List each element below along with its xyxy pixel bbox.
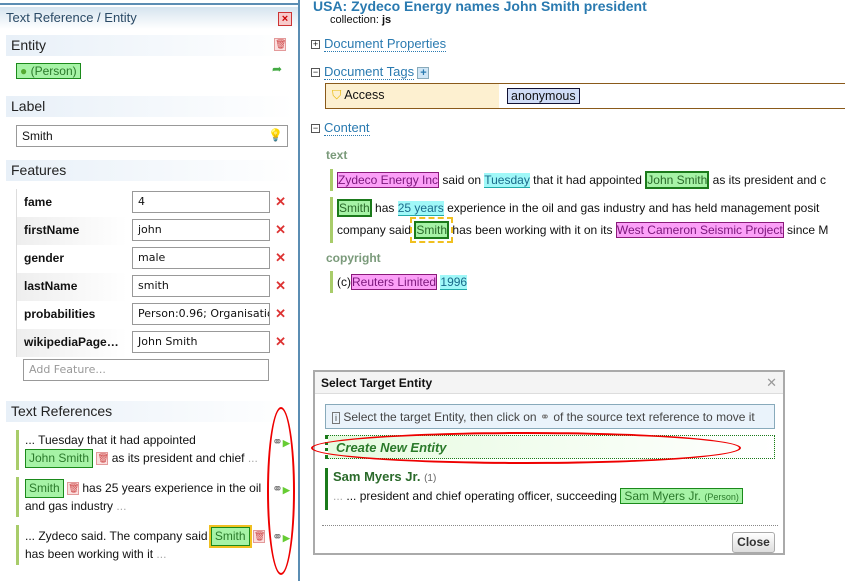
shield-icon: ⛉ bbox=[332, 88, 342, 102]
annotation-ellipse bbox=[267, 407, 295, 575]
paragraph-1: Zydeco Energy Inc said on Tuesday that i… bbox=[330, 169, 826, 191]
collapse-icon[interactable]: − bbox=[311, 67, 320, 78]
tag-row: ⛉ Access anonymous bbox=[325, 83, 845, 109]
text-reference-item[interactable]: ... Zydeco said. The company said Smith … bbox=[16, 525, 271, 565]
text-reference-item[interactable]: ... Tuesday that it had appointed John S… bbox=[16, 430, 271, 470]
text-reference-item[interactable]: Smith 🗑 has 25 years experience in the o… bbox=[16, 477, 271, 517]
content-section[interactable]: − Content bbox=[311, 120, 370, 136]
annotation-ellipse bbox=[311, 432, 741, 464]
change-entity-icon[interactable]: ➦ bbox=[272, 62, 283, 76]
feature-row: probabilities Person:0.96; Organisation: ✕ bbox=[16, 301, 292, 329]
document-title: USA: Zydeco Energy names John Smith pres… bbox=[313, 0, 647, 14]
move-reference-icon: ⚭ bbox=[539, 410, 550, 424]
delete-reference-icon[interactable]: 🗑 bbox=[67, 482, 80, 496]
delete-reference-icon[interactable]: 🗑 bbox=[252, 530, 266, 544]
feature-value-input[interactable]: John Smith bbox=[132, 331, 270, 353]
feature-row: firstName john ✕ bbox=[16, 217, 292, 245]
person-icon: ● bbox=[20, 64, 28, 78]
close-panel-button[interactable]: × bbox=[278, 12, 292, 26]
dialog-title: Select Target Entity ✕ bbox=[315, 372, 783, 394]
paragraph-copyright: (c)Reuters Limited 1996 bbox=[330, 271, 468, 293]
feature-row: gender male ✕ bbox=[16, 245, 292, 273]
paragraph-2: Smith has 25 years experience in the oil… bbox=[330, 197, 828, 243]
remove-feature-icon[interactable]: ✕ bbox=[275, 194, 286, 209]
features-heading: Features bbox=[6, 160, 294, 181]
close-button[interactable]: Close bbox=[732, 532, 775, 553]
collapse-icon[interactable]: − bbox=[311, 123, 320, 134]
add-feature-input[interactable]: Add Feature... bbox=[23, 359, 269, 381]
feature-value-input[interactable]: smith bbox=[132, 275, 270, 297]
entity-heading: Entity 🗑 bbox=[6, 35, 294, 56]
add-tag-button[interactable]: + bbox=[417, 67, 430, 79]
text-heading: text bbox=[326, 148, 348, 162]
remove-feature-icon[interactable]: ✕ bbox=[275, 278, 286, 293]
text-references-heading: Text References bbox=[6, 401, 294, 422]
delete-entity-icon[interactable]: 🗑 bbox=[274, 38, 287, 51]
entity-type-badge[interactable]: ● (Person) bbox=[16, 63, 81, 79]
entity-option-sam-myers[interactable]: Sam Myers Jr. (1) ... ... president and … bbox=[325, 468, 775, 510]
feature-row: wikipediaPage… John Smith ✕ bbox=[16, 329, 292, 357]
feature-value-input[interactable]: 4 bbox=[132, 191, 270, 213]
text-reference-entity-panel: Text Reference / Entity × Entity 🗑 ● (Pe… bbox=[0, 0, 300, 581]
collection-info: collection: js bbox=[330, 14, 392, 26]
remove-feature-icon[interactable]: ✕ bbox=[275, 306, 286, 321]
document-tags-section[interactable]: − Document Tags + bbox=[311, 64, 430, 80]
expand-icon[interactable]: + bbox=[311, 39, 320, 50]
info-message: i Select the target Entity, then click o… bbox=[325, 404, 775, 429]
delete-reference-icon[interactable]: 🗑 bbox=[96, 452, 109, 466]
lightbulb-icon[interactable]: 💡 bbox=[268, 128, 283, 142]
feature-row: lastName smith ✕ bbox=[16, 273, 292, 301]
remove-feature-icon[interactable]: ✕ bbox=[275, 222, 286, 237]
close-icon[interactable]: ✕ bbox=[766, 375, 777, 390]
remove-feature-icon[interactable]: ✕ bbox=[275, 334, 286, 349]
panel-title: Text Reference / Entity × bbox=[0, 7, 298, 29]
remove-feature-icon[interactable]: ✕ bbox=[275, 250, 286, 265]
select-target-entity-dialog: Select Target Entity ✕ i Select the targe… bbox=[311, 370, 785, 555]
feature-value-input[interactable]: john bbox=[132, 219, 270, 241]
feature-value-input[interactable]: male bbox=[132, 247, 270, 269]
tag-value[interactable]: anonymous bbox=[507, 88, 580, 104]
feature-value-input[interactable]: Person:0.96; Organisation: bbox=[132, 303, 270, 325]
feature-row: fame 4 ✕ bbox=[16, 189, 292, 217]
label-input[interactable]: Smith 💡 bbox=[16, 125, 288, 147]
document-properties-section[interactable]: + Document Properties bbox=[311, 36, 447, 52]
copyright-heading: copyright bbox=[326, 251, 381, 265]
label-heading: Label bbox=[6, 96, 294, 117]
document-view: USA: Zydeco Energy names John Smith pres… bbox=[303, 0, 845, 581]
info-icon: i bbox=[332, 412, 340, 424]
